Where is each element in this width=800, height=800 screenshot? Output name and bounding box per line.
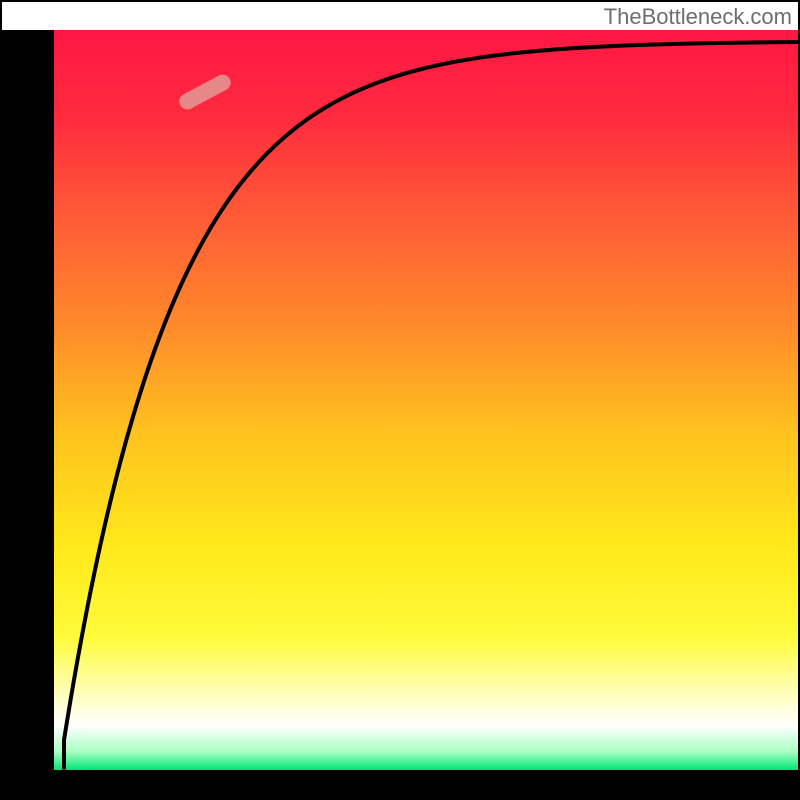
- frame-left-band: [0, 30, 54, 770]
- attribution-text: TheBottleneck.com: [604, 4, 792, 30]
- plot-background: [54, 30, 800, 770]
- bottleneck-gradient-chart: [0, 0, 800, 800]
- frame-bottom-band: [0, 770, 800, 800]
